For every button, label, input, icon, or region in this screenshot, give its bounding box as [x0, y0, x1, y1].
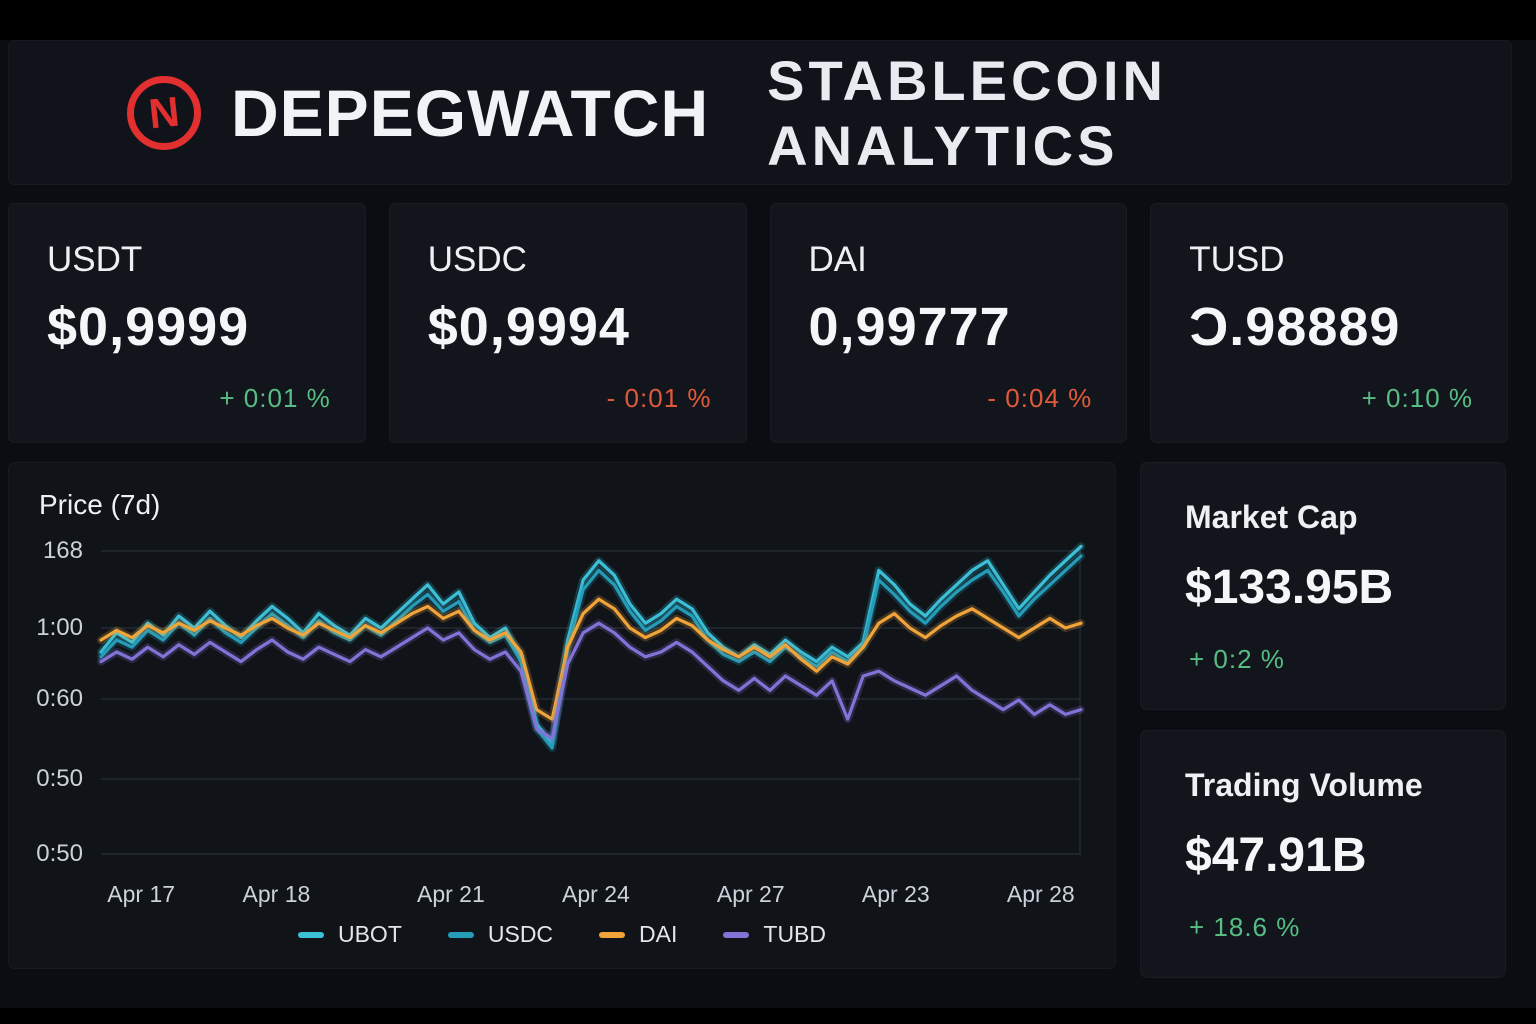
market-cap-value: $133.95B	[1185, 561, 1394, 614]
y-tick-label: 0:50	[36, 840, 83, 867]
legend-item-ubot[interactable]: UBOT	[297, 921, 402, 948]
chart-title: Price (7d)	[39, 489, 161, 520]
series-line-ubot	[99, 544, 1083, 745]
coin-name: USDT	[47, 240, 143, 279]
brand-title: DEPEGWATCH	[231, 75, 710, 150]
legend-label: UBOT	[337, 921, 402, 947]
trading-volume-change: + 18.6 %	[1189, 912, 1301, 942]
stat-card-row: USDT $0,9999 + 0:01 % USDC $0,9994 - 0:0…	[8, 203, 1508, 443]
price-chart-svg	[97, 542, 1085, 855]
trading-volume-value: $47.91B	[1185, 829, 1367, 882]
stat-card-usdt: USDT $0,9999 + 0:01 %	[8, 203, 366, 443]
series-line-tubd	[99, 621, 1083, 740]
legend-dash-icon	[447, 931, 474, 938]
coin-name: USDC	[427, 240, 527, 279]
chart-legend: UBOT USDC DAI TUBD	[9, 921, 1115, 948]
coin-change: + 0:01 %	[219, 383, 331, 413]
x-tick-label: Apr 23	[861, 881, 930, 907]
market-cap-card: Market Cap $133.95B + 0:2 %	[1140, 462, 1506, 710]
brand-subtitle: STABLECOIN ANALYTICS	[767, 48, 1167, 177]
coin-change: - 0:04 %	[987, 383, 1093, 413]
stat-card-tusd: TUSD Ɔ.98889 + 0:10 %	[1150, 203, 1508, 443]
x-tick-label: Apr 18	[242, 881, 311, 907]
x-tick-label: Apr 27	[716, 881, 785, 907]
legend-item-dai[interactable]: DAI	[599, 921, 677, 948]
legend-dash-icon	[599, 931, 626, 938]
coin-price: 0,99777	[808, 297, 1011, 357]
market-cap-change: + 0:2 %	[1189, 644, 1285, 674]
x-tick-label: Apr 28	[1006, 881, 1075, 907]
legend-label: DAI	[639, 921, 678, 947]
legend-item-tubd[interactable]: TUBD	[723, 921, 826, 948]
market-cap-title: Market Cap	[1185, 499, 1358, 535]
price-chart-panel: Price (7d) 168 1:00 0:60 0:50 0:50 Apr 17 Apr…	[8, 462, 1116, 969]
logo-letter: N	[146, 87, 182, 137]
stat-card-usdc: USDC $0,9994 - 0:01 %	[388, 203, 747, 443]
coin-change: + 0:10 %	[1361, 383, 1473, 413]
y-tick-label: 0:50	[36, 765, 83, 792]
legend-item-usdc[interactable]: USDC	[447, 921, 554, 948]
x-axis: Apr 17 Apr 18 Apr 21 Apr 24 Apr 27 Apr 23 Apr …	[101, 881, 1081, 909]
x-tick-label: Apr 17	[107, 881, 176, 907]
y-tick-label: 168	[42, 537, 83, 564]
trading-volume-title: Trading Volume	[1185, 767, 1423, 803]
y-tick-label: 0:60	[36, 685, 83, 712]
series-line-dai	[99, 597, 1083, 721]
trading-volume-card: Trading Volume $47.91B + 18.6 %	[1140, 730, 1506, 978]
legend-label: USDC	[487, 921, 554, 947]
depegwatch-logo-icon: N	[127, 75, 201, 150]
legend-dash-icon	[297, 931, 324, 938]
coin-price: $0,9994	[427, 297, 630, 357]
coin-change: - 0:01 %	[606, 383, 712, 413]
coin-name: DAI	[808, 240, 867, 279]
coin-price: $0,9999	[47, 297, 250, 357]
y-tick-label: 1:00	[36, 614, 83, 641]
x-tick-label: Apr 24	[562, 881, 630, 907]
x-tick-label: Apr 21	[416, 881, 485, 907]
coin-name: TUSD	[1189, 240, 1285, 279]
stat-card-dai: DAI 0,99777 - 0:04 %	[769, 203, 1128, 443]
y-axis: 168 1:00 0:60 0:50 0:50	[9, 537, 93, 871]
app-header: N DEPEGWATCH STABLECOIN ANALYTICS	[8, 40, 1512, 185]
dashboard-page: N DEPEGWATCH STABLECOIN ANALYTICS USDT $…	[0, 40, 1536, 1008]
legend-label: TUBD	[763, 921, 827, 947]
coin-price: Ɔ.98889	[1189, 297, 1401, 357]
legend-dash-icon	[723, 931, 750, 938]
